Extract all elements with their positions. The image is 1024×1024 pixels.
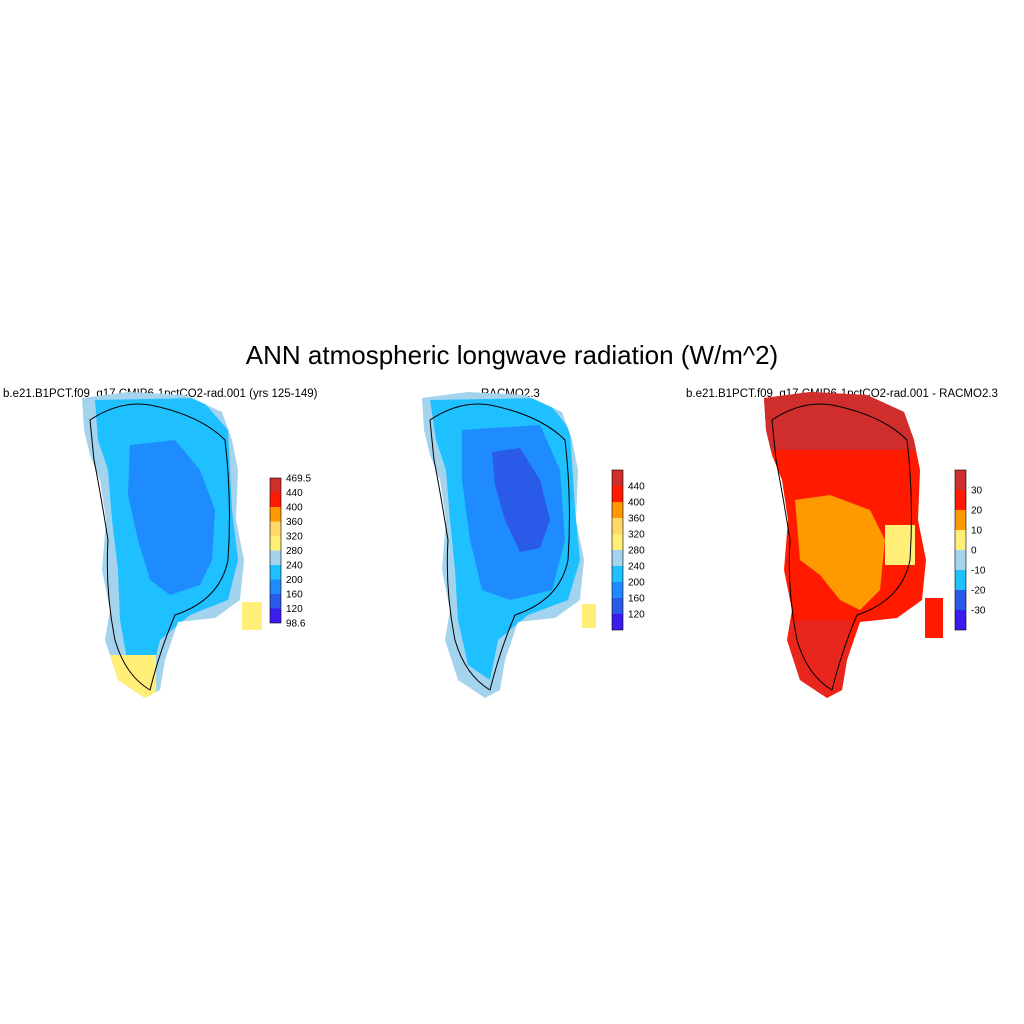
- map-racmo: [422, 392, 596, 698]
- colorbar-box: [270, 550, 281, 565]
- coastline: [429, 403, 570, 691]
- field-center: [795, 495, 885, 610]
- colorbar-label: 200: [628, 578, 645, 589]
- colorbar-box: [612, 470, 623, 486]
- colorbar-label: 360: [286, 517, 303, 528]
- colorbar-box: [955, 510, 966, 530]
- colorbar-box: [270, 536, 281, 551]
- colorbar-box: [612, 582, 623, 598]
- map-model: [82, 392, 262, 698]
- colorbar-label: 240: [286, 561, 303, 572]
- colorbar-label: 440: [286, 488, 303, 499]
- colorbar-label: 20: [971, 506, 983, 517]
- coastline: [771, 403, 912, 691]
- colorbar-label: 280: [286, 546, 303, 557]
- colorbar-label: 120: [286, 604, 303, 615]
- island-patch: [242, 602, 262, 630]
- colorbar-box: [270, 608, 281, 623]
- colorbar-box: [612, 486, 623, 502]
- colorbar-box: [612, 550, 623, 566]
- island-patch: [582, 604, 596, 628]
- colorbar-box: [612, 534, 623, 550]
- colorbar-label: 200: [286, 575, 303, 586]
- colorbar-label: 440: [628, 482, 645, 493]
- colorbar-box: [955, 530, 966, 550]
- colorbar-box: [270, 594, 281, 609]
- colorbar-label: 320: [286, 532, 303, 543]
- field-center: [492, 448, 550, 552]
- colorbar-label: 0: [971, 546, 977, 557]
- colorbar-box: [270, 492, 281, 507]
- colorbar-label: 320: [628, 530, 645, 541]
- colorbar-label: 400: [286, 503, 303, 514]
- colorbar-box: [270, 565, 281, 580]
- colorbar-label: 10: [971, 526, 983, 537]
- colorbar-frame: [954, 469, 967, 631]
- colorbar-racmo: 440 400 360 320 280 240 200 160 120: [611, 469, 645, 631]
- colorbar-box: [955, 570, 966, 590]
- colorbar-label: 469.5: [286, 474, 311, 485]
- colorbar-difference: 30 20 10 0 -10 -20 -30: [954, 469, 986, 631]
- colorbar-label: 240: [628, 562, 645, 573]
- field-north: [764, 392, 926, 450]
- colorbar-box: [612, 502, 623, 518]
- colorbar-label: 98.6: [286, 619, 306, 630]
- colorbar-box: [612, 566, 623, 582]
- colorbar-box: [955, 610, 966, 630]
- colorbar-label: -20: [971, 586, 986, 597]
- figure-title: ANN atmospheric longwave radiation (W/m^…: [245, 340, 779, 370]
- colorbar-model: 469.5 440 400 360 320 280 240 200 160 120 98.6: [269, 474, 311, 630]
- island-patch: [925, 598, 943, 638]
- colorbar-box: [270, 579, 281, 594]
- colorbar-box: [612, 598, 623, 614]
- colorbar-label: 160: [628, 594, 645, 605]
- colorbar-label: 160: [286, 590, 303, 601]
- field-core: [128, 440, 215, 595]
- colorbar-label: 120: [628, 610, 645, 621]
- map-difference: [764, 392, 943, 698]
- colorbar-box: [955, 470, 966, 490]
- colorbar-label: -10: [971, 566, 986, 577]
- colorbar-box: [270, 507, 281, 522]
- colorbar-box: [270, 521, 281, 536]
- colorbar-frame: [611, 469, 624, 631]
- colorbar-box: [955, 590, 966, 610]
- colorbar-label: -30: [971, 606, 986, 617]
- colorbar-box: [270, 478, 281, 493]
- colorbar-label: 400: [628, 498, 645, 509]
- colorbar-frame: [269, 477, 282, 624]
- colorbar-label: 30: [971, 486, 983, 497]
- colorbar-label: 280: [628, 546, 645, 557]
- colorbar-box: [612, 518, 623, 534]
- field-coast-warm: [106, 655, 156, 698]
- colorbar-box: [955, 550, 966, 570]
- colorbar-label: 360: [628, 514, 645, 525]
- colorbar-box: [955, 490, 966, 510]
- coastline: [89, 403, 230, 691]
- colorbar-box: [612, 614, 623, 630]
